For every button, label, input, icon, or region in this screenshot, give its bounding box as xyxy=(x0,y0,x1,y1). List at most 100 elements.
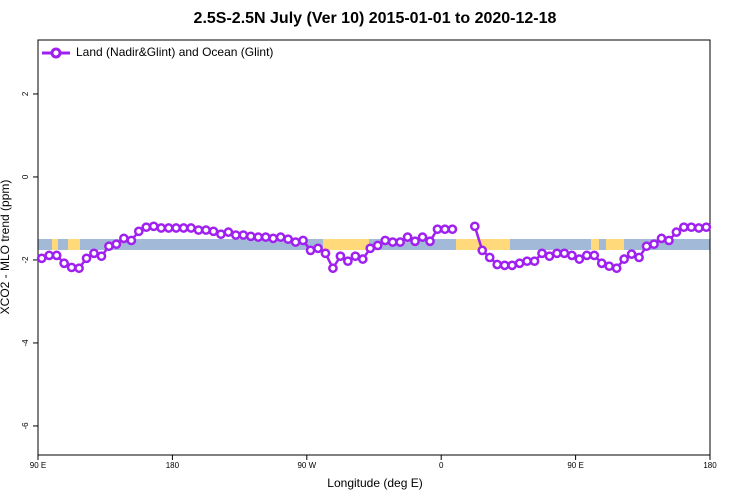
data-point xyxy=(365,243,376,254)
data-point xyxy=(260,232,271,242)
legend-marker xyxy=(50,47,62,59)
data-point xyxy=(171,223,181,233)
data-point xyxy=(36,253,47,264)
data-point xyxy=(201,225,211,235)
data-point xyxy=(231,230,241,240)
land-patch xyxy=(68,239,80,250)
data-point xyxy=(581,250,592,261)
data-point xyxy=(126,235,137,246)
data-point xyxy=(193,225,204,235)
x-tick-label: 180 xyxy=(703,461,717,470)
data-point xyxy=(507,260,517,271)
data-point xyxy=(664,235,674,246)
data-point xyxy=(275,232,286,242)
data-point xyxy=(567,250,577,261)
data-point xyxy=(298,235,308,246)
data-point xyxy=(380,235,391,246)
data-point xyxy=(634,252,644,263)
data-point xyxy=(148,221,159,232)
data-point xyxy=(402,232,413,242)
data-point xyxy=(208,226,219,237)
y-tick-label: -6 xyxy=(21,422,30,430)
data-point xyxy=(440,224,450,235)
legend-label: Land (Nadir&Glint) and Ocean (Glint) xyxy=(76,45,273,59)
data-point xyxy=(350,251,361,262)
data-point xyxy=(589,250,600,261)
x-tick-label: 0 xyxy=(439,461,444,470)
data-point xyxy=(626,249,637,259)
data-point xyxy=(119,233,129,244)
land-patch xyxy=(52,239,58,250)
data-point xyxy=(81,253,92,264)
data-point xyxy=(499,260,510,271)
data-point xyxy=(484,252,495,263)
data-point xyxy=(372,240,383,251)
data-point xyxy=(693,223,704,233)
data-point xyxy=(111,239,122,250)
data-point xyxy=(141,222,152,233)
x-axis-label: Longitude (deg E) xyxy=(327,476,422,490)
x-tick-label: 90 E xyxy=(30,461,46,470)
x-tick-label: 90 E xyxy=(567,461,583,470)
data-point xyxy=(656,233,667,244)
y-tick-label: -4 xyxy=(21,339,30,347)
data-point xyxy=(104,241,114,252)
data-point xyxy=(343,256,353,267)
y-tick-label: 2 xyxy=(21,91,30,96)
data-point xyxy=(44,250,55,261)
data-point xyxy=(544,251,555,262)
data-point xyxy=(313,243,323,254)
y-tick-label: 0 xyxy=(21,174,30,179)
data-point xyxy=(529,256,540,267)
data-point xyxy=(559,248,570,259)
data-point xyxy=(537,248,547,259)
land-patch xyxy=(323,239,369,250)
data-point xyxy=(283,234,293,245)
data-point xyxy=(469,221,480,232)
data-point xyxy=(163,223,174,233)
data-point xyxy=(290,237,301,247)
y-axis-label: XCO2 - MLO trend (ppm) xyxy=(0,180,12,315)
data-point xyxy=(477,245,488,256)
data-point xyxy=(59,258,69,269)
data-point xyxy=(387,237,398,247)
data-point xyxy=(492,259,503,270)
data-point xyxy=(701,222,712,233)
data-point xyxy=(410,236,420,247)
data-point xyxy=(552,248,562,259)
data-point xyxy=(305,245,316,256)
x-tick-label: 90 W xyxy=(297,461,316,470)
data-point xyxy=(335,251,346,262)
data-point xyxy=(611,263,622,274)
data-point xyxy=(328,263,338,274)
legend: Land (Nadir&Glint) and Ocean (Glint) xyxy=(42,45,273,59)
data-point xyxy=(216,229,226,240)
land-patch xyxy=(591,239,599,250)
data-point xyxy=(522,256,532,267)
data-point xyxy=(186,223,196,233)
land-patch xyxy=(606,239,624,250)
data-point xyxy=(268,233,279,244)
y-tick-label: -2 xyxy=(21,256,30,264)
data-point xyxy=(245,231,256,242)
chart-title: 2.5S-2.5N July (Ver 10) 2015-01-01 to 20… xyxy=(194,10,557,27)
land-patch xyxy=(456,239,510,250)
data-point xyxy=(395,237,405,247)
data-point xyxy=(514,258,525,269)
data-point xyxy=(432,224,443,235)
data-point xyxy=(596,258,607,269)
data-point xyxy=(357,254,368,264)
data-point xyxy=(619,254,629,264)
data-point xyxy=(253,232,264,242)
data-point xyxy=(223,227,234,237)
data-point xyxy=(447,224,458,235)
data-point xyxy=(238,230,249,240)
data-point xyxy=(604,261,615,272)
data-point xyxy=(649,239,659,250)
data-point xyxy=(417,232,428,242)
data-point xyxy=(686,222,697,233)
data-point xyxy=(671,227,682,237)
x-tick-label: 180 xyxy=(166,461,180,470)
data-point xyxy=(178,223,189,233)
